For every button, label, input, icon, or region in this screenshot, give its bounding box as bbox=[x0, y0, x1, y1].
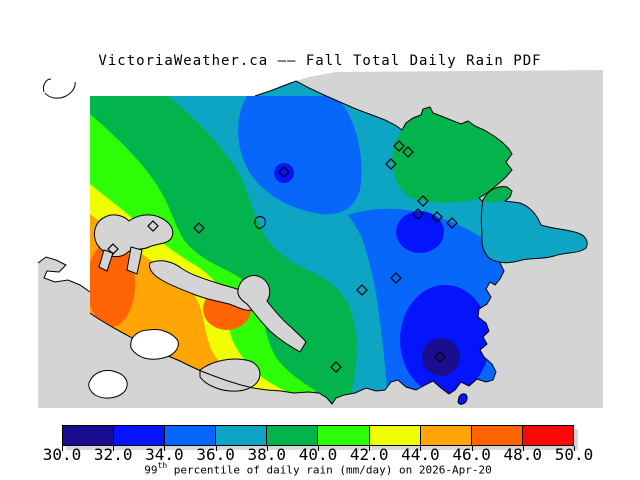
white-islands bbox=[88, 329, 179, 399]
harbour-arm-2 bbox=[126, 246, 143, 275]
white-island-2 bbox=[88, 369, 128, 399]
colorbar-segment bbox=[318, 426, 370, 445]
colorbar-segment bbox=[216, 426, 268, 445]
band-32-34-cordova bbox=[396, 211, 444, 253]
colorbar-tickmark bbox=[471, 446, 473, 451]
colorbar-tick-label: 48.0 bbox=[503, 445, 543, 464]
colorbar-tickmark bbox=[164, 446, 166, 451]
station-diamond-marker bbox=[431, 211, 443, 223]
main-coastline bbox=[89, 80, 513, 405]
colorbar-segment bbox=[471, 426, 523, 445]
colorbar-tickmark bbox=[266, 446, 268, 451]
station-diamond-marker bbox=[385, 158, 397, 170]
caption-superscript: th bbox=[157, 461, 168, 470]
white-island-1 bbox=[130, 329, 179, 360]
contour-field bbox=[90, 81, 512, 404]
colorbar-segment bbox=[165, 426, 217, 445]
station-diamond-marker bbox=[402, 146, 414, 158]
station-diamond-marker bbox=[330, 361, 342, 373]
station-diamond-marker bbox=[147, 220, 159, 232]
offshore-islet bbox=[457, 393, 468, 405]
colorbar-tick-label: 32.0 bbox=[93, 445, 133, 464]
colorbar-tickmark bbox=[522, 446, 524, 451]
colorbar-segment bbox=[369, 426, 421, 445]
colorbar-tick-label: 38.0 bbox=[247, 445, 287, 464]
colorbar-tick-label: 34.0 bbox=[145, 445, 184, 464]
caption-percentile: 99 bbox=[144, 463, 158, 477]
station-diamond-marker bbox=[417, 195, 429, 207]
band-46-48-esquimalt bbox=[90, 241, 135, 327]
harbour-bay bbox=[199, 358, 261, 392]
station-diamond-marker bbox=[434, 351, 446, 363]
ne-islands bbox=[480, 186, 588, 264]
colorbar-tickmark bbox=[113, 446, 115, 451]
colorbar-tick-label: 30.0 bbox=[42, 445, 82, 464]
colorbar-segment bbox=[420, 426, 472, 445]
colorbar-segment bbox=[63, 426, 115, 445]
colorbar-segment bbox=[267, 426, 319, 445]
harbour-water bbox=[93, 214, 307, 392]
colorbar-tickmark bbox=[420, 446, 422, 451]
colorbar-tickmark bbox=[369, 446, 371, 451]
green-peninsula bbox=[392, 107, 512, 203]
page-title: VictoriaWeather.ca –– Fall Total Daily R… bbox=[98, 53, 542, 69]
colorbar-tick-label: 42.0 bbox=[349, 445, 389, 464]
lake-outline bbox=[254, 216, 266, 229]
colorbar bbox=[62, 425, 574, 446]
station-markers bbox=[107, 140, 458, 373]
island-outline bbox=[480, 186, 588, 264]
station-diamond-marker bbox=[393, 140, 405, 152]
station-diamond-marker bbox=[278, 166, 290, 178]
band-32-34-spot bbox=[274, 163, 294, 183]
colorbar-tick-label: 44.0 bbox=[401, 445, 440, 464]
station-diamond-marker bbox=[107, 243, 119, 255]
harbour-arm-1 bbox=[98, 249, 114, 272]
band-30-32-minimum bbox=[422, 338, 460, 376]
sidney-island-teal bbox=[481, 186, 588, 263]
coastlines bbox=[37, 78, 513, 405]
station-diamond-marker bbox=[356, 284, 368, 296]
station-diamond-marker bbox=[193, 222, 205, 234]
colorbar-tickmark bbox=[574, 446, 575, 451]
colorbar-tick-label: 46.0 bbox=[452, 445, 491, 464]
station-diamond-marker bbox=[390, 272, 402, 284]
colorbar-caption: 99th percentile of daily rain (mm/day) o… bbox=[0, 461, 636, 477]
victoria-harbour bbox=[237, 275, 307, 353]
caption-text: percentile of daily rain (mm/day) on 202… bbox=[167, 463, 492, 477]
colorbar-tickmark bbox=[318, 446, 319, 451]
colorbar-tickmark bbox=[215, 446, 217, 451]
northwest-coast-fragment bbox=[43, 78, 76, 99]
station-diamond-marker bbox=[412, 208, 424, 220]
colorbar-tick-label: 40.0 bbox=[298, 445, 338, 464]
band-34-36-head bbox=[238, 96, 362, 215]
island-green-cap bbox=[483, 186, 511, 203]
west-coastline bbox=[37, 256, 91, 293]
colorbar-segment bbox=[114, 426, 166, 445]
colorbar-tick-label: 36.0 bbox=[196, 445, 235, 464]
colorbar-segment bbox=[522, 426, 573, 445]
colorbar-tick-label: 50.0 bbox=[554, 445, 594, 464]
station-diamond-marker bbox=[446, 217, 458, 229]
colorbar-tickmark bbox=[62, 446, 63, 451]
